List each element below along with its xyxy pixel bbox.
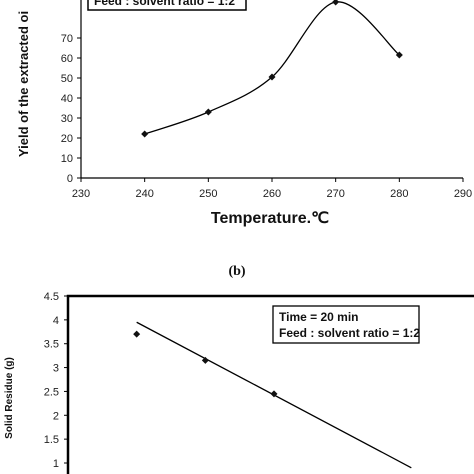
yield-y-tick-label: 10 (61, 153, 73, 165)
yield-y-tick-label: 50 (61, 73, 73, 85)
residue-plot-frame (66, 294, 474, 474)
yield-data-point (268, 73, 276, 81)
residue-legend-time: Time = 20 min (279, 310, 358, 324)
residue-chart: 1 1.5 2 2.5 3 3.5 4 4.5 Time = 20 min Feed : so… (4, 291, 474, 474)
yield-x-tick-label: 250 (199, 188, 217, 200)
residue-y-tick-label: 4 (53, 315, 59, 327)
yield-y-tick-label: 0 (67, 173, 73, 185)
yield-y-tick-label: 20 (61, 133, 73, 145)
residue-y-axis-title: Solid Residue (g) (4, 357, 15, 439)
yield-series-points (141, 0, 403, 138)
yield-y-tick-label: 40 (61, 93, 73, 105)
residue-y-tick-label: 2.5 (44, 386, 59, 398)
residue-data-point (201, 356, 209, 364)
residue-y-tick-label: 3.5 (44, 339, 59, 351)
residue-data-point (270, 390, 278, 398)
yield-x-ticks: 230 240 250 260 270 280 290 (72, 178, 472, 200)
yield-data-point (395, 51, 403, 59)
residue-y-tick-label: 2 (53, 410, 59, 422)
yield-y-tick-label: 30 (61, 113, 73, 125)
yield-x-tick-label: 280 (390, 188, 408, 200)
yield-y-axis-title: Yield of the extracted oi (16, 11, 31, 157)
yield-data-point (332, 0, 340, 6)
yield-series-line (144, 1, 400, 135)
yield-y-tick-label: 60 (61, 53, 73, 65)
residue-y-tick-label: 1.5 (44, 434, 59, 446)
yield-data-point (141, 130, 149, 138)
panel-label: (b) (228, 264, 245, 279)
yield-x-tick-label: 270 (326, 188, 344, 200)
yield-x-tick-label: 240 (135, 188, 153, 200)
residue-legend-box (272, 305, 420, 344)
yield-x-tick-label: 290 (454, 188, 472, 200)
yield-legend-box (87, 0, 247, 11)
residue-y-tick-label: 4.5 (44, 291, 59, 303)
yield-chart: 0 10 20 30 40 50 60 70 230 240 250 260 270 280 290 Fe… (16, 0, 472, 227)
residue-legend-ratio: Feed : solvent ratio = 1:2 (279, 326, 420, 340)
yield-y-tick-label: 70 (61, 33, 73, 45)
residue-y-tick-label: 1 (53, 458, 59, 470)
residue-series-points (133, 330, 278, 398)
yield-x-tick-label: 260 (263, 188, 281, 200)
yield-data-point (204, 108, 212, 116)
yield-y-ticks: 0 10 20 30 40 50 60 70 (61, 33, 81, 185)
residue-data-point (133, 330, 141, 338)
residue-y-ticks: 1 1.5 2 2.5 3 3.5 4 4.5 (44, 291, 68, 470)
yield-x-axis-title: Temperature.℃ (211, 210, 329, 227)
residue-y-tick-label: 3 (53, 363, 59, 375)
yield-x-tick-label: 230 (72, 188, 90, 200)
yield-legend-text: Feed : solvent ratio = 1:2 (94, 0, 235, 8)
